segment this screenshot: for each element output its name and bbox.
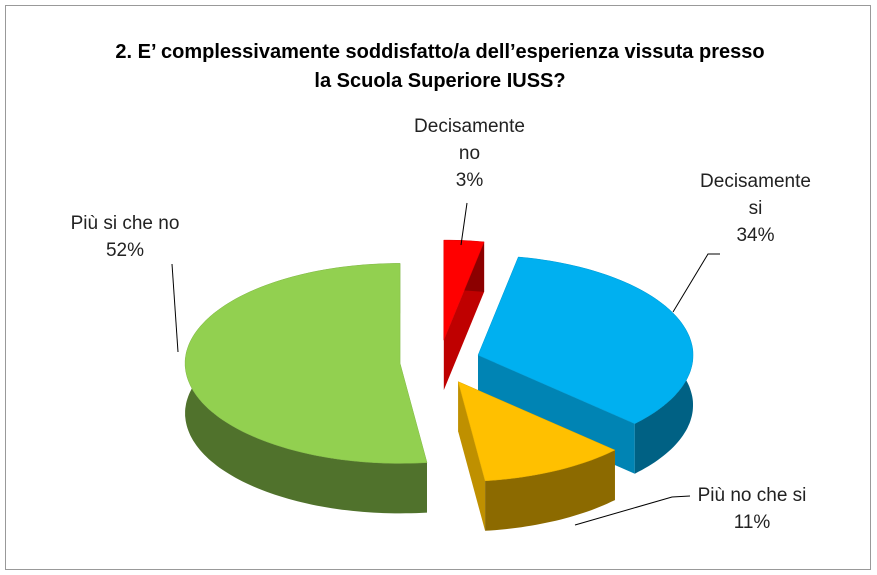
data-label-name: Decisamente no: [414, 116, 525, 164]
leader-line: [672, 253, 720, 313]
data-label-name: Decisamente si: [700, 171, 811, 219]
pie-slice: [477, 256, 694, 424]
leader-line: [460, 202, 468, 246]
data-label-value: 34%: [736, 225, 775, 246]
chart-title: 2. E’ complessivamente soddisfatto/a del…: [115, 41, 765, 92]
pie-slice: [457, 381, 616, 482]
data-label-value: 3%: [455, 170, 484, 191]
data-label-value: 11%: [733, 512, 771, 533]
leader-line: [171, 263, 179, 353]
pie-slice: [443, 239, 485, 341]
data-label-name: Più si che no: [70, 213, 180, 234]
pie-slice: [184, 263, 428, 464]
pie-side: [458, 381, 486, 531]
data-label-value: 52%: [105, 240, 145, 261]
data-label-name: Più no che si: [697, 485, 807, 506]
pie-wall: [485, 450, 615, 531]
chart-border: [5, 5, 871, 570]
leader-line: [574, 495, 691, 526]
